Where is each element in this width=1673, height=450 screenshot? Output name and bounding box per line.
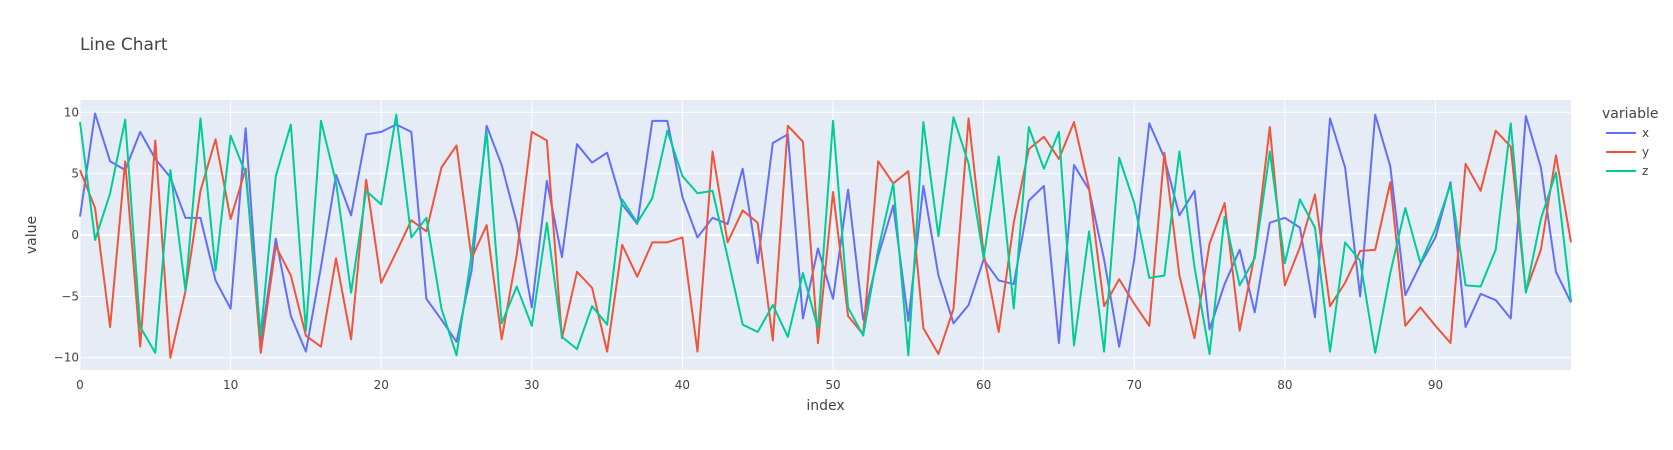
y-tick-label: 0 (71, 228, 79, 242)
y-tick-label: 10 (64, 105, 79, 119)
legend[interactable]: xyz (1606, 126, 1649, 178)
legend-item-z[interactable]: z (1606, 164, 1648, 178)
series-line-z (79, 113, 1572, 357)
x-tick-label: 40 (675, 378, 690, 392)
x-tick-label: 70 (1127, 378, 1142, 392)
y-axis-title: value (24, 216, 40, 254)
x-tick-label: 30 (524, 378, 539, 392)
legend-label: y (1642, 145, 1649, 159)
series-line-y (79, 117, 1572, 359)
x-tick-label: 20 (374, 378, 389, 392)
series-lines (79, 112, 1572, 359)
x-tick-labels: 0 10 20 30 40 50 60 70 80 90 (76, 378, 1443, 392)
x-tick-label: 60 (976, 378, 991, 392)
x-tick-label: 10 (223, 378, 238, 392)
y-tick-label: 5 (71, 167, 79, 181)
x-tick-label: 50 (825, 378, 840, 392)
x-tick-label: 80 (1277, 378, 1292, 392)
x-axis-title: index (806, 398, 844, 414)
legend-title: variable (1602, 106, 1658, 122)
legend-label: x (1642, 126, 1649, 140)
y-tick-label: −5 (61, 289, 79, 303)
x-tick-label: 0 (76, 378, 84, 392)
chart-title: Line Chart (80, 35, 168, 55)
y-tick-labels: −10 −5 0 5 10 (54, 105, 79, 364)
legend-label: z (1642, 164, 1648, 178)
legend-item-y[interactable]: y (1606, 145, 1649, 159)
legend-item-x[interactable]: x (1606, 126, 1649, 140)
grid-lines (79, 100, 1571, 370)
x-tick-label: 90 (1428, 378, 1443, 392)
y-tick-label: −10 (54, 351, 79, 365)
